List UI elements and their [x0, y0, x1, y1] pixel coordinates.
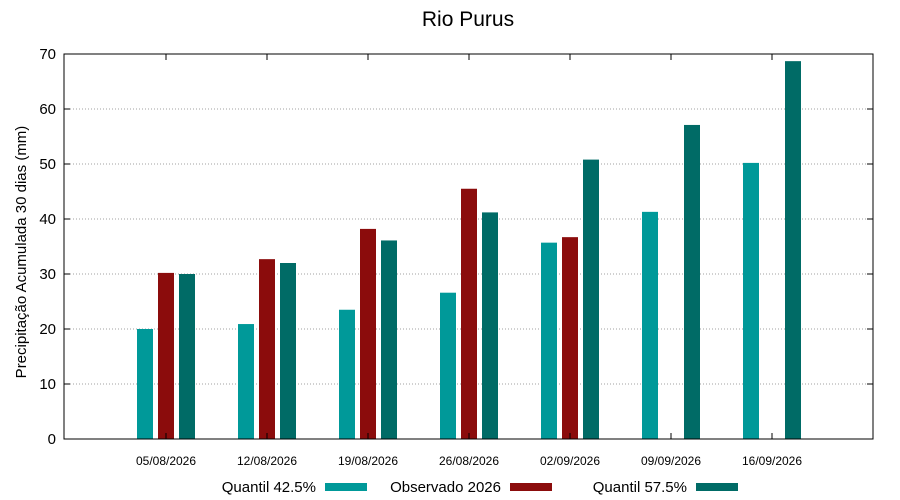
y-tick-label: 10	[39, 376, 56, 393]
y-tick-label: 50	[39, 156, 56, 173]
bar-quantil-42-5	[642, 211, 658, 439]
legend-swatch	[696, 483, 738, 491]
bar-quantil-57-5	[785, 61, 801, 440]
bar-quantil-42-5	[339, 309, 355, 439]
bar-quantil-42-5	[238, 324, 254, 439]
bar-quantil-57-5	[381, 240, 397, 439]
legend-label: Observado 2026	[390, 479, 501, 496]
chart-title: Rio Purus	[422, 8, 514, 31]
bar-observado-2026	[461, 188, 477, 439]
bar-quantil-42-5	[137, 329, 153, 439]
bar-quantil-57-5	[280, 263, 296, 439]
x-tick-label: 16/09/2026	[742, 454, 802, 468]
x-tick-label: 02/09/2026	[540, 454, 600, 468]
y-tick-label: 0	[48, 431, 56, 448]
x-tick-label: 19/08/2026	[338, 454, 398, 468]
x-tick-label: 12/08/2026	[237, 454, 297, 468]
bar-quantil-57-5	[684, 124, 700, 439]
x-tick-label: 26/08/2026	[439, 454, 499, 468]
bar-quantil-57-5	[583, 159, 599, 439]
legend-swatch	[325, 483, 367, 491]
y-tick-label: 30	[39, 266, 56, 283]
bar-observado-2026	[360, 228, 376, 439]
bar-observado-2026	[562, 237, 578, 439]
bar-observado-2026	[259, 259, 275, 439]
legend: Quantil 42.5% Observado 2026 Quantil 57.5%	[222, 479, 738, 496]
bar-quantil-57-5	[179, 274, 195, 439]
bar-quantil-42-5	[440, 292, 456, 439]
bar-quantil-57-5	[482, 212, 498, 439]
bar-observado-2026	[158, 272, 174, 439]
legend-label: Quantil 57.5%	[593, 479, 687, 496]
bars-layer	[137, 61, 801, 440]
y-tick-label: 20	[39, 321, 56, 338]
x-tick-label: 09/09/2026	[641, 454, 701, 468]
bar-quantil-42-5	[743, 162, 759, 439]
y-axis-label: Precipitação Acumulada 30 dias (mm)	[13, 126, 30, 379]
bar-quantil-42-5	[541, 242, 557, 439]
x-tick-label: 05/08/2026	[136, 454, 196, 468]
axes-layer: 0 10 20 30 40 50 60 70 05/08/2026 12/08/2026 19/08…	[39, 46, 873, 468]
legend-swatch	[510, 483, 552, 491]
y-tick-label: 60	[39, 101, 56, 118]
y-tick-label: 40	[39, 211, 56, 228]
y-tick-label: 70	[39, 46, 56, 63]
legend-label: Quantil 42.5%	[222, 479, 316, 496]
